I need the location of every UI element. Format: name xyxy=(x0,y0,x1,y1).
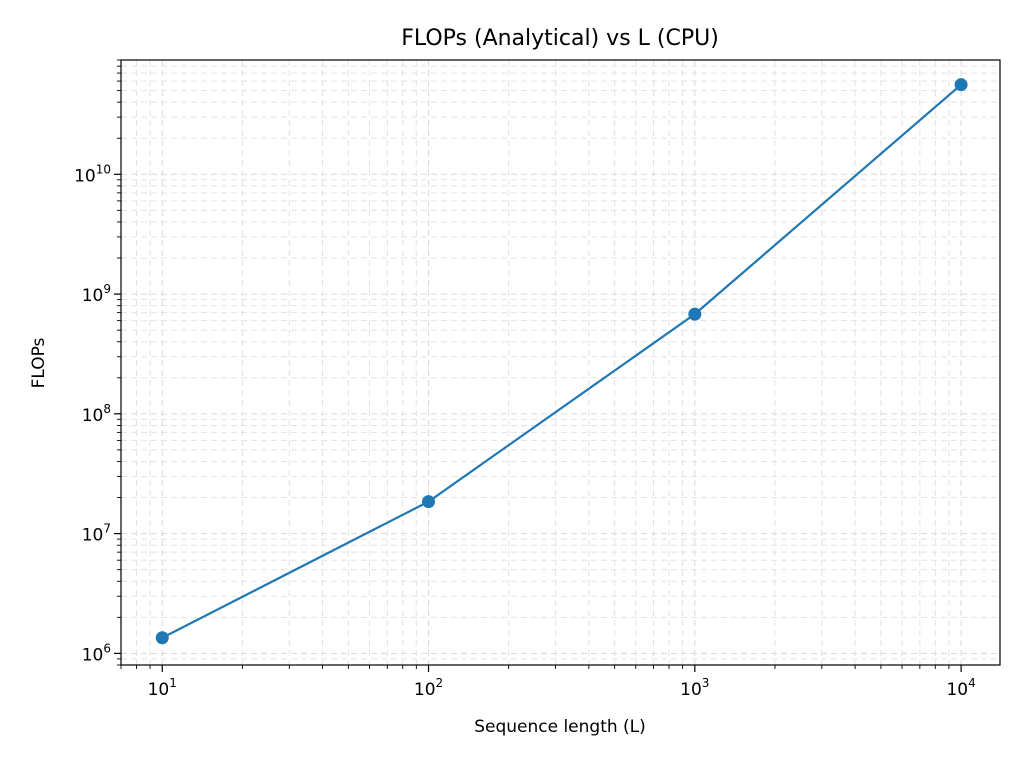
axis-ticks: 101 102 103 104 106 107 108 109 1010 xyxy=(74,59,976,700)
data-point xyxy=(688,307,702,321)
data-point xyxy=(422,495,436,509)
x-axis-label: Sequence length (L) xyxy=(474,717,646,737)
x-tick-label: 101 xyxy=(148,676,177,700)
y-tick-label: 108 xyxy=(82,402,111,426)
series-line xyxy=(161,83,962,639)
y-tick-label: 109 xyxy=(82,282,111,306)
y-tick-label: 106 xyxy=(82,641,111,665)
plot-frame xyxy=(120,59,1001,666)
y-tick-label: 1010 xyxy=(74,162,111,186)
y-axis-label: FLOPs xyxy=(29,337,49,388)
series-layer xyxy=(155,78,968,645)
x-tick-label: 102 xyxy=(414,676,443,700)
y-tick-label: 107 xyxy=(82,522,111,546)
chart-title: FLOPs (Analytical) vs L (CPU) xyxy=(401,26,719,51)
data-point xyxy=(155,631,169,645)
x-tick-label: 103 xyxy=(680,676,709,700)
data-point xyxy=(954,78,968,92)
grid xyxy=(120,59,1000,666)
x-tick-label: 104 xyxy=(946,676,975,700)
